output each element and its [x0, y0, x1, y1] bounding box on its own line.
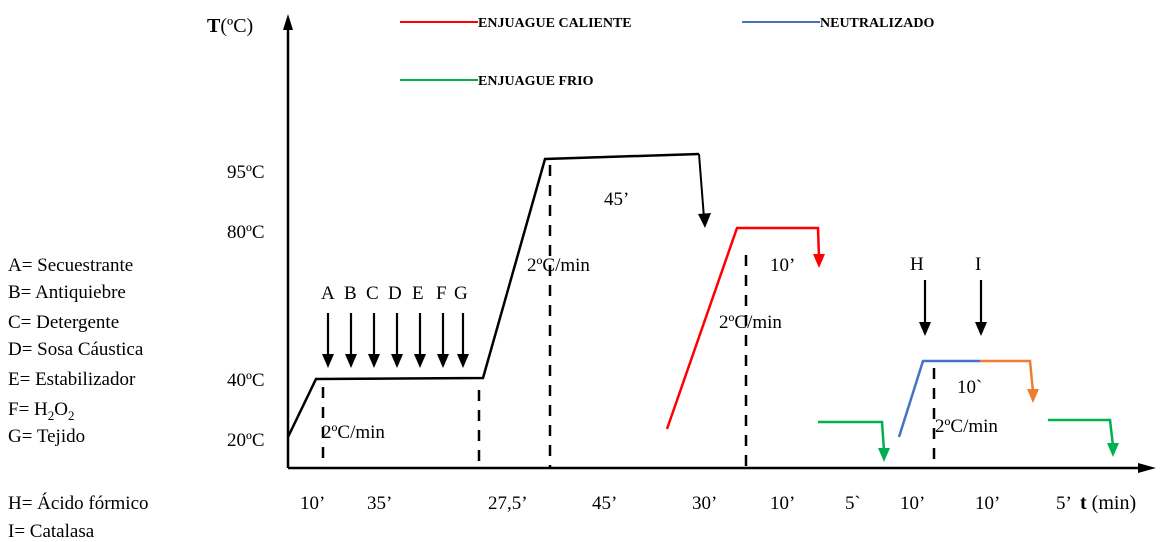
letter-key: A= Secuestrante B= Antiquiebre C= Deterg…: [8, 255, 149, 542]
addition-arrowhead: [391, 354, 403, 368]
key-item: G= Tejido: [8, 426, 85, 447]
addition-label: H: [910, 254, 924, 275]
enzyme-arrowhead: [1027, 389, 1039, 403]
addition-arrows-h-i: H I: [910, 254, 987, 336]
legend: ENJUAGUE CALIENTE NEUTRALIZADO ENJUAGUE …: [400, 16, 934, 89]
neutralize-line: [897, 359, 980, 438]
hold-annotation: 10’: [770, 255, 795, 276]
addition-arrows-a-g: A B C D E F G: [321, 283, 469, 368]
key-item: A= Secuestrante: [8, 255, 133, 276]
x-tick: 30’: [692, 493, 717, 514]
addition-arrowhead: [919, 322, 931, 336]
addition-label: C: [366, 283, 379, 304]
x-tick: 27,5’: [488, 493, 528, 514]
legend-label-hot-rinse: ENJUAGUE CALIENTE: [478, 16, 632, 31]
enzyme-line: [980, 359, 1035, 393]
stage-separators: [321, 165, 936, 468]
cold-rinse-arrowhead: [878, 448, 890, 462]
cooldown-arrow: [698, 153, 705, 219]
enzyme-stage: [980, 359, 1039, 403]
axes: [283, 14, 1156, 473]
key-item: C= Detergente: [8, 312, 119, 333]
x-axis-title-unit: (min): [1087, 492, 1136, 514]
hot-rinse-line: [665, 226, 821, 430]
rate-annotation: 2ºC/min: [935, 416, 998, 437]
x-tick: 10’: [300, 493, 325, 514]
legend-label-neutralize: NEUTRALIZADO: [820, 16, 934, 31]
rate-annotation: 2ºC/min: [719, 312, 782, 333]
x-tick: 10’: [770, 493, 795, 514]
addition-arrowhead: [437, 354, 449, 368]
y-axis-title-unit: (ºC): [220, 15, 253, 37]
y-tick-40: 40ºC: [227, 370, 265, 391]
key-item: B= Antiquiebre: [8, 282, 126, 303]
y-tick-20: 20ºC: [227, 430, 265, 451]
hold-annotation: 10`: [957, 377, 982, 398]
y-axis-title-bold: T: [207, 15, 221, 37]
legend-label-cold-rinse: ENJUAGUE FRIO: [478, 74, 594, 89]
addition-label: I: [975, 254, 981, 275]
addition-arrowhead: [457, 354, 469, 368]
hold-annotation: 45’: [604, 189, 629, 210]
addition-arrowhead: [975, 322, 987, 336]
hot-rinse-stage: [665, 226, 825, 430]
cold-rinse-stage-1: [818, 420, 890, 462]
x-ticks: 10’ 35’ 27,5’ 45’ 30’ 10’ 5` 10’ 10’ 5’: [300, 493, 1072, 514]
addition-label: A: [321, 283, 335, 304]
x-tick: 10’: [900, 493, 925, 514]
addition-label: D: [388, 283, 402, 304]
addition-label: F: [436, 283, 447, 304]
x-tick: 10’: [975, 493, 1000, 514]
x-tick: 45’: [592, 493, 617, 514]
rate-annotation: 2ºC/min: [322, 422, 385, 443]
x-tick: 35’: [367, 493, 392, 514]
cooldown-arrowhead: [698, 213, 711, 228]
addition-arrowhead: [345, 354, 357, 368]
key-item: D= Sosa Cáustica: [8, 339, 144, 360]
x-axis-title: t (min): [1080, 492, 1136, 514]
subscript: 2: [48, 408, 55, 423]
subscript: 2: [68, 408, 75, 423]
cold-rinse-line: [1048, 418, 1115, 447]
addition-arrowhead: [414, 354, 426, 368]
process-profile-line: [286, 152, 700, 438]
key-item: F= H2O2: [8, 399, 75, 423]
y-axis-arrowhead: [283, 14, 293, 30]
addition-label: B: [344, 283, 357, 304]
cold-rinse-arrowhead: [1107, 443, 1119, 457]
hot-rinse-arrowhead: [813, 254, 825, 268]
addition-label: E: [412, 283, 424, 304]
cold-rinse-stage-2: [1048, 418, 1119, 457]
key-item-prefix: F= H: [8, 399, 48, 420]
x-tick: 5`: [845, 493, 861, 514]
x-axis-arrowhead: [1138, 463, 1156, 473]
key-item: I= Catalasa: [8, 521, 95, 542]
key-item: E= Estabilizador: [8, 369, 136, 390]
x-tick: 5’: [1056, 493, 1072, 514]
key-item-mid: O: [54, 399, 68, 420]
addition-arrowhead: [368, 354, 380, 368]
y-axis-title: T(ºC): [207, 15, 253, 37]
addition-label: G: [454, 283, 468, 304]
rate-annotation: 2ºC/min: [527, 255, 590, 276]
cold-rinse-line: [818, 420, 886, 452]
y-tick-80: 80ºC: [227, 222, 265, 243]
y-tick-95: 95ºC: [227, 162, 265, 183]
annotations: 2ºC/min 2ºC/min 2ºC/min 2ºC/min 45’ 10’ …: [322, 189, 998, 443]
addition-arrowhead: [322, 354, 334, 368]
x-axis-title-bold: t: [1080, 492, 1087, 514]
key-item: H= Ácido fórmico: [8, 492, 149, 514]
